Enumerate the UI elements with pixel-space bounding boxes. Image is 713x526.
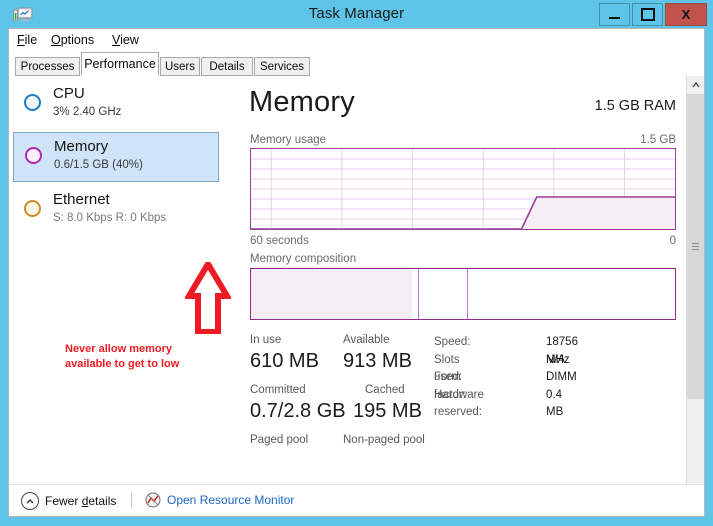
sidebar-item-detail: 0.6/1.5 GB (40%) (54, 159, 143, 171)
resource-sidebar: CPU 3% 2.40 GHz Memory 0.6/1.5 GB (40%) … (13, 80, 231, 516)
spec-value-form-factor: DIMM (546, 371, 577, 383)
menu-options[interactable]: Options (51, 33, 95, 47)
graph-axis-left-label: 60 seconds (250, 235, 309, 247)
spec-value-hardware-reserved: 0.4 MB (546, 388, 564, 419)
tab-details[interactable]: Details (201, 57, 253, 76)
task-manager-icon (13, 7, 33, 22)
stat-label-non-paged-pool: Non-paged pool (343, 434, 425, 446)
memory-composition-caption: Memory composition (250, 253, 357, 265)
memory-usage-max-label: 1.5 GB (640, 134, 676, 146)
memory-graph-icon (25, 147, 42, 164)
window-title: Task Manager (308, 5, 405, 22)
stat-value-cached: 195 MB (353, 400, 422, 422)
stat-label-cached: Cached (365, 384, 405, 396)
sidebar-item-label: Memory (54, 138, 109, 155)
sidebar-item-memory[interactable]: Memory 0.6/1.5 GB (40%) (13, 132, 219, 182)
scroll-up-icon[interactable] (687, 76, 704, 93)
open-resource-monitor-label: Open Resource Monitor (167, 493, 295, 507)
stat-label-available: Available (343, 334, 390, 346)
stat-value-available: 913 MB (343, 350, 412, 372)
status-bar: Fewer details Open Resource Monitor (9, 484, 704, 516)
fewer-details-button[interactable]: Fewer details (21, 492, 116, 510)
spec-value-slots-used: N/A (546, 353, 566, 366)
stat-label-paged-pool: Paged pool (250, 434, 309, 446)
title-bar: Task Manager X (0, 0, 713, 30)
sidebar-item-label: Ethernet (53, 191, 110, 208)
fewer-details-label: Fewer details (45, 494, 117, 508)
spec-key-form-factor: Form factor: (434, 371, 466, 401)
sidebar-item-detail: 3% 2.40 GHz (53, 106, 122, 118)
spec-value-speed: 18756 MHz (546, 336, 578, 366)
menu-view[interactable]: View (112, 33, 139, 47)
tab-processes[interactable]: Processes (15, 57, 80, 76)
scrollbar-grip-icon (692, 242, 699, 252)
window-controls: X (597, 3, 707, 27)
status-separator (131, 493, 132, 508)
composition-divider-1 (418, 269, 420, 319)
memory-detail-panel: Memory 1.5 GB RAM Memory usage 1.5 GB (237, 76, 680, 516)
content-area: CPU 3% 2.40 GHz Memory 0.6/1.5 GB (40%) … (9, 76, 704, 516)
stat-value-committed: 0.7/2.8 GB (250, 400, 346, 422)
composition-in-use-segment (251, 269, 413, 319)
tab-strip: Processes Performance Users Details Serv… (9, 52, 704, 76)
memory-usage-plot (251, 149, 675, 229)
annotation-text: Never allow memory available to get to l… (65, 342, 215, 372)
page-title: Memory (249, 86, 355, 118)
stat-label-in-use: In use (250, 334, 282, 346)
composition-divider-2 (467, 269, 469, 319)
sidebar-item-cpu[interactable]: CPU 3% 2.40 GHz (13, 80, 219, 130)
annotation-line-1: Never allow memory (65, 343, 172, 355)
memory-usage-graph[interactable] (250, 148, 676, 230)
maximize-button[interactable] (632, 3, 663, 26)
annotation-line-2: available to get to low (65, 358, 180, 370)
sidebar-item-label: CPU (53, 85, 85, 102)
memory-composition-bar[interactable] (250, 268, 676, 320)
minimize-button[interactable] (599, 3, 630, 26)
tab-performance[interactable]: Performance (81, 52, 159, 76)
graph-axis-right-label: 0 (669, 235, 676, 247)
spec-key-speed: Speed: (434, 336, 471, 348)
vertical-scrollbar[interactable] (686, 76, 704, 516)
stat-value-in-use: 610 MB (250, 350, 319, 372)
spec-key-hardware-reserved: Hardware reserved: (434, 388, 484, 419)
memory-usage-caption: Memory usage (250, 134, 327, 146)
annotation-up-arrow-icon (185, 262, 231, 334)
tab-users[interactable]: Users (160, 57, 200, 76)
menu-file[interactable]: File (17, 33, 38, 47)
window-body: File Options View Processes Performance … (8, 28, 705, 517)
total-ram-label: 1.5 GB RAM (594, 98, 676, 114)
tab-services[interactable]: Services (254, 57, 310, 76)
sidebar-item-ethernet[interactable]: Ethernet S: 8.0 Kbps R: 0 Kbps (13, 186, 219, 236)
chevron-up-icon (21, 492, 39, 510)
open-resource-monitor-link[interactable]: Open Resource Monitor (145, 492, 294, 508)
cpu-graph-icon (24, 94, 41, 111)
resource-monitor-icon (145, 492, 161, 508)
close-button[interactable]: X (665, 3, 707, 26)
sidebar-item-detail: S: 8.0 Kbps R: 0 Kbps (53, 212, 167, 224)
menu-bar: File Options View (9, 29, 704, 52)
spec-key-slots-used: Slots used: (434, 353, 463, 384)
stat-label-committed: Committed (250, 384, 306, 396)
scrollbar-thumb[interactable] (687, 94, 704, 399)
ethernet-graph-icon (24, 200, 41, 217)
